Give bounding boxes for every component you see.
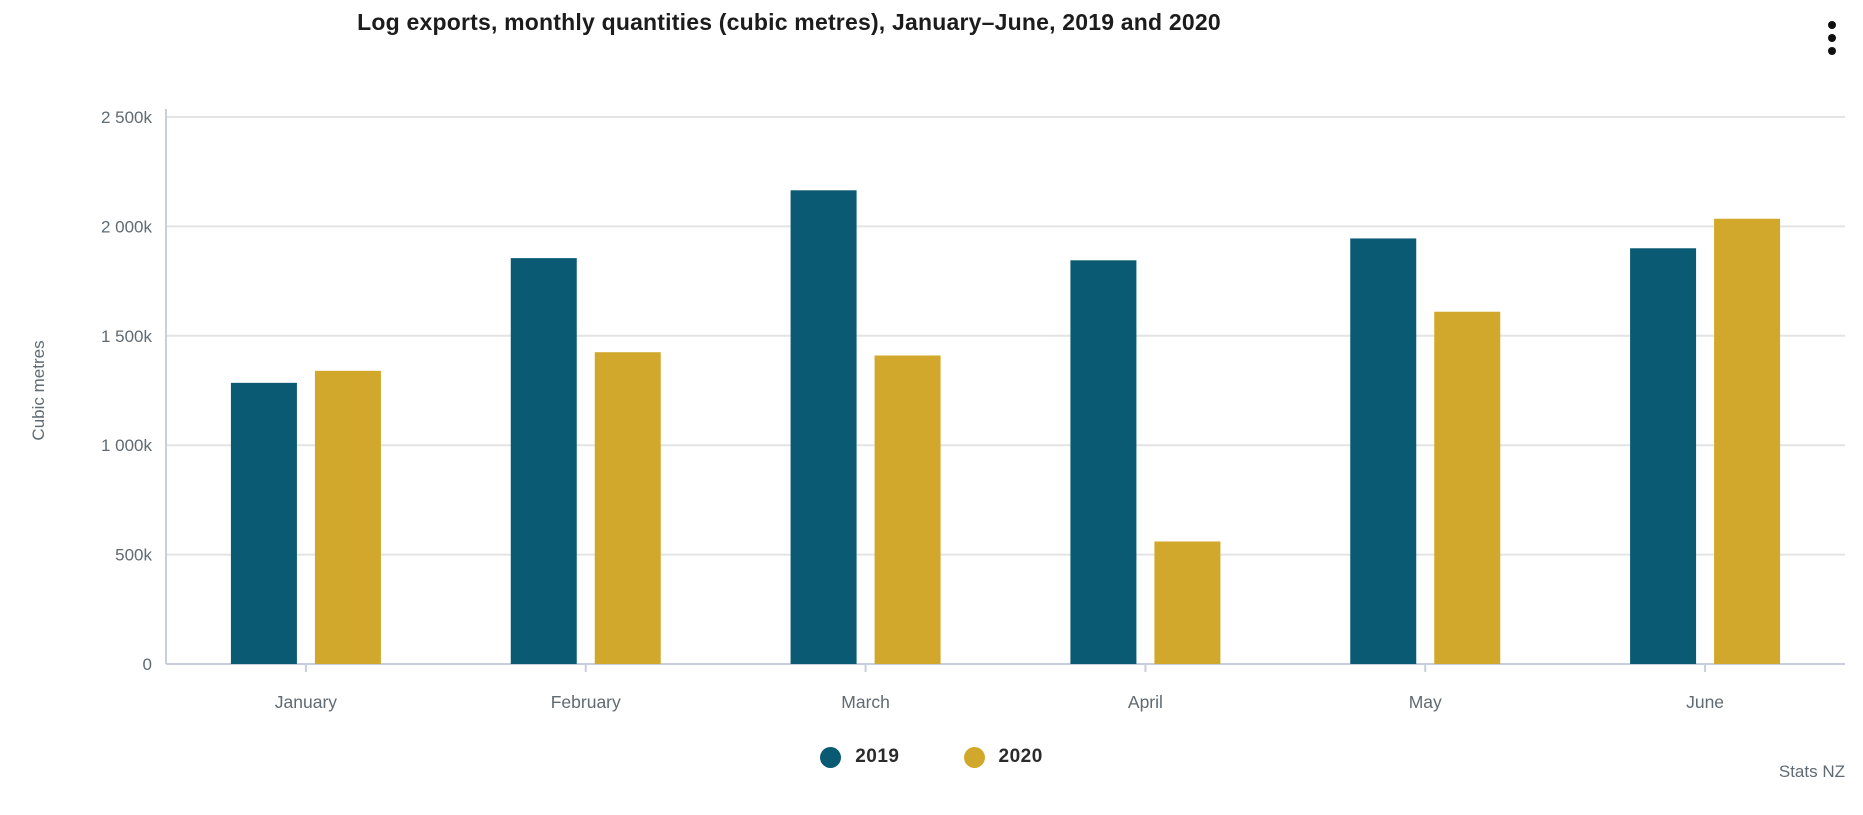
legend-dot-2020 (963, 746, 985, 768)
x-tick-label-february: February (551, 692, 621, 712)
y-tick-label-0: 0 (143, 655, 152, 674)
chart-legend: 2019 2020 (0, 746, 1863, 768)
x-tick-label-march: March (841, 692, 890, 712)
bar-chart-svg: 0 500k 1 000k 1 500k 2 000k 2 500k Cubic metre… (29, 108, 1845, 712)
legend-item-2019[interactable]: 2019 (820, 746, 899, 768)
legend-dot-2019 (820, 746, 842, 768)
y-axis-title: Cubic metres (29, 340, 48, 440)
y-tick-label-2 000k: 2 000k (101, 217, 153, 236)
y-tick-label-500k: 500k (115, 546, 152, 565)
bar-2020-february[interactable] (594, 352, 661, 664)
bar-2019-may[interactable] (1350, 238, 1417, 664)
x-tick-label-april: April (1128, 692, 1163, 712)
bar-2019-march[interactable] (790, 190, 857, 664)
bar-2020-march[interactable] (874, 355, 941, 664)
x-tick-label-january: January (275, 692, 338, 712)
legend-label: 2020 (998, 746, 1043, 767)
bar-2019-february[interactable] (510, 258, 577, 664)
bar-2019-june[interactable] (1630, 248, 1697, 664)
x-tick-label-june: June (1686, 692, 1724, 712)
source-label: Stats NZ (1778, 762, 1845, 781)
x-tick-label-may: May (1409, 692, 1442, 712)
y-tick-label-1 500k: 1 500k (101, 327, 153, 346)
chart-title: Log exports, monthly quantities (cubic m… (357, 9, 1221, 35)
y-tick-label-2 500k: 2 500k (101, 108, 153, 127)
bar-2019-january[interactable] (230, 382, 297, 664)
bar-2020-june[interactable] (1714, 218, 1781, 664)
bar-2020-may[interactable] (1434, 311, 1501, 664)
y-tick-label-1 000k: 1 000k (101, 436, 153, 455)
legend-label: 2019 (855, 746, 900, 767)
bar-2020-april[interactable] (1154, 541, 1221, 664)
legend-item-2020[interactable]: 2020 (963, 746, 1043, 768)
kebab-menu-icon (1828, 21, 1836, 55)
chart-header: Log exports, monthly quantities (cubic m… (0, 8, 1578, 38)
chart-menu-button[interactable] (1819, 16, 1845, 60)
chart-plot-area: 0 500k 1 000k 1 500k 2 000k 2 500k Cubic metre… (0, 60, 1863, 760)
bar-2019-april[interactable] (1070, 260, 1137, 664)
bar-2020-january[interactable] (314, 370, 381, 664)
